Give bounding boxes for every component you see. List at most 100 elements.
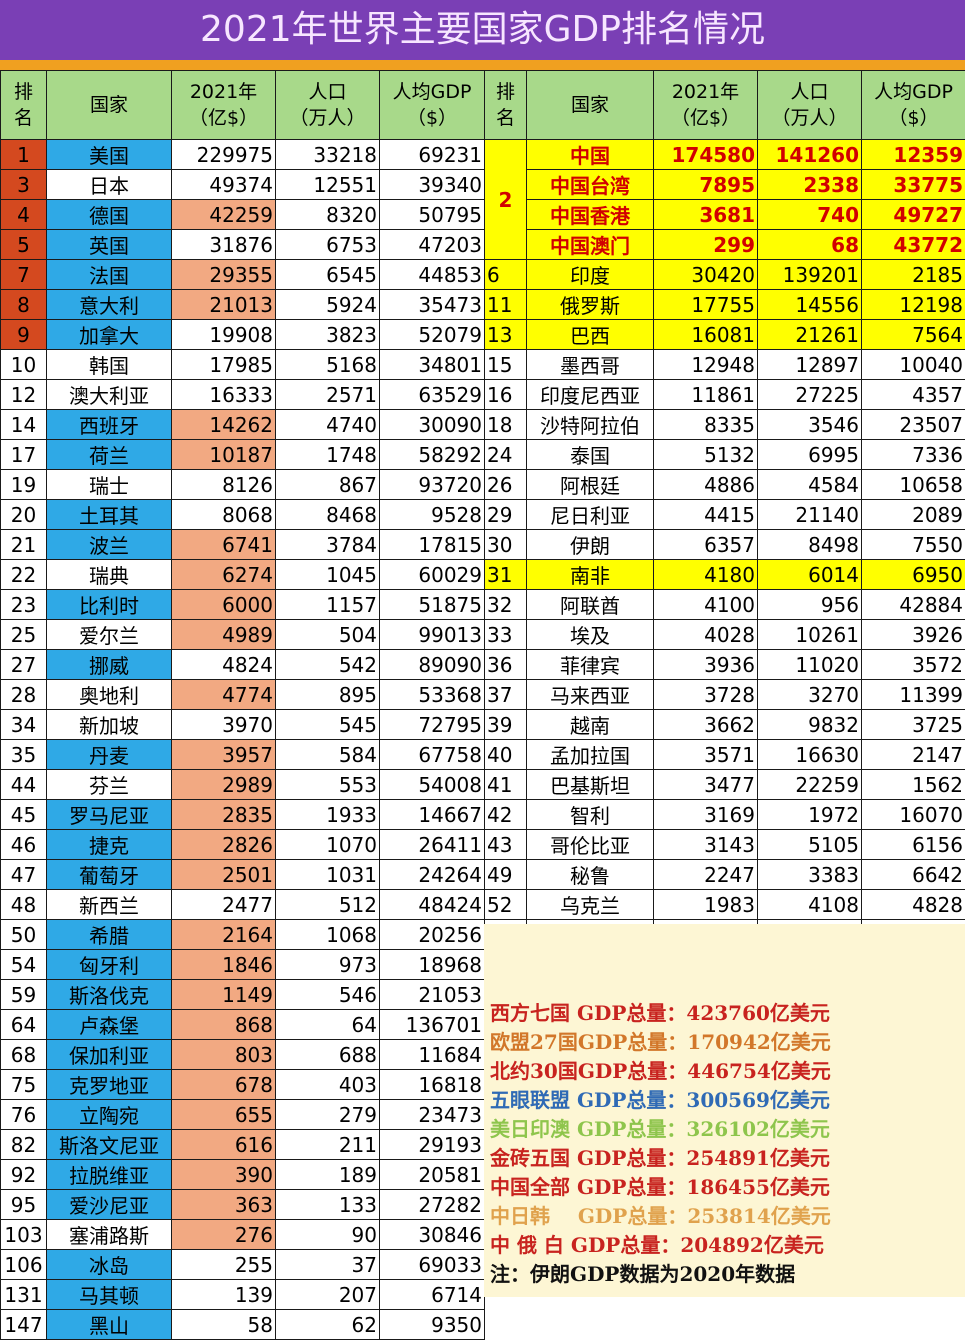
country-cell: 荷兰	[47, 440, 172, 470]
population-cell: 1068	[276, 920, 380, 950]
population-cell: 1045	[276, 560, 380, 590]
country-cell: 马其顿	[47, 1280, 172, 1310]
gdp-cell: 3477	[654, 770, 758, 800]
country-cell: 菲律宾	[527, 650, 654, 680]
gdp-per-capita-cell: 63529	[380, 380, 485, 410]
population-cell: 279	[276, 1100, 380, 1130]
population-cell: 1031	[276, 860, 380, 890]
gdp-per-capita-cell: 72795	[380, 710, 485, 740]
gdp-per-capita-cell: 1562	[862, 770, 965, 800]
rank-cell: 26	[485, 470, 527, 500]
gdp-cell: 4100	[654, 590, 758, 620]
rank-cell: 39	[485, 710, 527, 740]
country-cell: 斯洛文尼亚	[47, 1130, 172, 1160]
population-cell: 8320	[276, 200, 380, 230]
gdp-per-capita-cell: 16070	[862, 800, 965, 830]
gdp-cell: 3681	[654, 200, 758, 230]
rank-cell: 49	[485, 860, 527, 890]
population-cell: 1157	[276, 590, 380, 620]
gdp-cell: 803	[172, 1040, 276, 1070]
population-cell: 2338	[758, 170, 862, 200]
gdp-per-capita-cell: 69231	[380, 140, 485, 170]
country-cell: 哥伦比亚	[527, 830, 654, 860]
gdp-cell: 229975	[172, 140, 276, 170]
rank-cell: 7	[1, 260, 47, 290]
rank-cell: 12	[1, 380, 47, 410]
rank-cell: 2	[485, 140, 527, 260]
country-cell: 尼日利亚	[527, 500, 654, 530]
gdp-per-capita-cell: 67758	[380, 740, 485, 770]
gdp-per-capita-cell: 89090	[380, 650, 485, 680]
population-cell: 21140	[758, 500, 862, 530]
country-cell: 印度	[527, 260, 654, 290]
population-cell: 27225	[758, 380, 862, 410]
gdp-cell: 2826	[172, 830, 276, 860]
country-cell: 巴西	[527, 320, 654, 350]
country-cell: 拉脱维亚	[47, 1160, 172, 1190]
rank-cell: 52	[485, 890, 527, 920]
population-cell: 542	[276, 650, 380, 680]
gdp-per-capita-cell: 7564	[862, 320, 965, 350]
summary-line: 美日印澳 GDP总量：326102亿美元	[490, 1113, 830, 1142]
rank-cell: 15	[485, 350, 527, 380]
gdp-cell: 174580	[654, 140, 758, 170]
country-cell: 埃及	[527, 620, 654, 650]
country-cell: 德国	[47, 200, 172, 230]
gdp-cell: 58	[172, 1310, 276, 1340]
gdp-cell: 19908	[172, 320, 276, 350]
gdp-per-capita-cell: 44853	[380, 260, 485, 290]
gdp-cell: 16081	[654, 320, 758, 350]
rank-cell: 59	[1, 980, 47, 1010]
title-divider	[0, 60, 965, 70]
country-cell: 挪威	[47, 650, 172, 680]
gdp-per-capita-cell: 69033	[380, 1250, 485, 1280]
population-cell: 11020	[758, 650, 862, 680]
rank-cell: 44	[1, 770, 47, 800]
header-rank: 排名	[1, 71, 47, 140]
country-cell: 日本	[47, 170, 172, 200]
population-cell: 3546	[758, 410, 862, 440]
rank-cell: 54	[1, 950, 47, 980]
country-cell: 阿联酋	[527, 590, 654, 620]
gdp-cell: 30420	[654, 260, 758, 290]
population-cell: 90	[276, 1220, 380, 1250]
rank-cell: 4	[1, 200, 47, 230]
country-cell: 立陶宛	[47, 1100, 172, 1130]
gdp-per-capita-cell: 7550	[862, 530, 965, 560]
gdp-cell: 255	[172, 1250, 276, 1280]
population-cell: 1748	[276, 440, 380, 470]
rank-cell: 31	[485, 560, 527, 590]
summary-line: 北约30国GDP总量：446754亿美元	[490, 1055, 831, 1084]
gdp-per-capita-cell: 99013	[380, 620, 485, 650]
summary-line: 五眼联盟 GDP总量：300569亿美元	[490, 1084, 830, 1113]
gdp-cell: 2247	[654, 860, 758, 890]
gdp-cell: 6274	[172, 560, 276, 590]
country-cell: 澳大利亚	[47, 380, 172, 410]
gdp-cell: 29355	[172, 260, 276, 290]
country-cell: 阿根廷	[527, 470, 654, 500]
gdp-per-capita-cell: 58292	[380, 440, 485, 470]
header-gdp-per-capita: 人均GDP（$）	[380, 71, 485, 140]
gdp-cell: 3957	[172, 740, 276, 770]
country-cell: 塞浦路斯	[47, 1220, 172, 1250]
country-cell: 罗马尼亚	[47, 800, 172, 830]
gdp-cell: 17755	[654, 290, 758, 320]
country-cell: 中国香港	[527, 200, 654, 230]
population-cell: 3784	[276, 530, 380, 560]
gdp-cell: 4774	[172, 680, 276, 710]
country-cell: 西班牙	[47, 410, 172, 440]
gdp-cell: 3970	[172, 710, 276, 740]
gdp-per-capita-cell: 17815	[380, 530, 485, 560]
population-cell: 1933	[276, 800, 380, 830]
